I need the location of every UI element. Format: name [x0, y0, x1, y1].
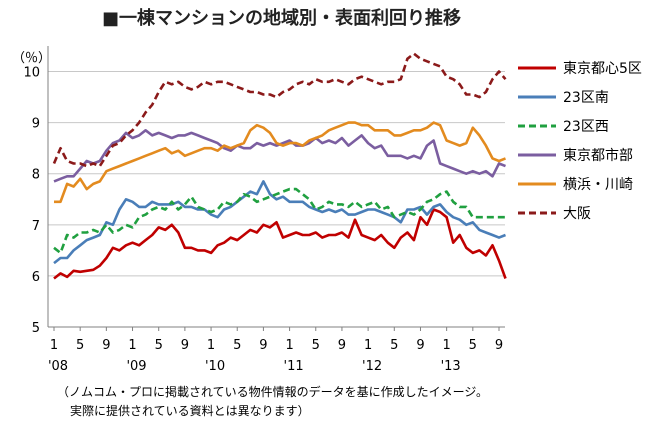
- legend-label-1: 23区南: [563, 90, 609, 106]
- x-tick-label: 5: [312, 338, 320, 353]
- series-line-0: [53, 208, 507, 280]
- x-tick-label: 9: [416, 338, 424, 353]
- legend-label-2: 23区西: [563, 119, 609, 135]
- y-tick-label: 8: [32, 168, 40, 183]
- footnote: （ノムコム・プロに掲載されている物件情報のデータを基に作成したイメージ。実際に提…: [57, 384, 488, 418]
- series-line-4: [54, 121, 506, 204]
- series-line-5: [52, 52, 507, 168]
- x-tick-label: 9: [495, 338, 503, 353]
- legend-label-5: 大阪: [563, 206, 591, 222]
- x-year-label: '08: [48, 359, 68, 374]
- x-tick-label: 9: [259, 338, 267, 353]
- x-tick-label: 5: [469, 338, 477, 353]
- x-tick-label: 9: [338, 338, 346, 353]
- x-tick-label: 1: [50, 338, 58, 353]
- x-tick-label: 9: [102, 338, 110, 353]
- x-tick-label: 1: [285, 338, 293, 353]
- footnote-line: （ノムコム・プロに掲載されている物件情報のデータを基に作成したイメージ。: [57, 384, 488, 399]
- legend-label-4: 横浜・川崎: [563, 177, 633, 193]
- y-tick-label: 7: [32, 219, 40, 234]
- x-tick-label: 1: [128, 338, 136, 353]
- x-tick-label: 1: [364, 338, 372, 353]
- y-tick-label: 9: [32, 117, 40, 132]
- x-year-label: '13: [441, 359, 461, 374]
- x-tick-label: 1: [443, 338, 451, 353]
- series-line-2: [53, 187, 506, 255]
- y-tick-label: 6: [32, 270, 40, 285]
- y-tick-label: 10: [23, 66, 40, 81]
- x-tick-label: 9: [181, 338, 189, 353]
- series-line-1: [53, 180, 506, 265]
- x-year-label: '12: [362, 359, 382, 374]
- x-tick-label: 5: [233, 338, 241, 353]
- x-tick-label: 5: [155, 338, 163, 353]
- x-year-label: '09: [126, 359, 146, 374]
- footnote-line: 実際に提供されている資料とは異なります）: [70, 403, 310, 418]
- y-axis-unit: （％）: [12, 51, 51, 66]
- y-tick-label: 5: [32, 321, 40, 336]
- x-tick-label: 5: [76, 338, 84, 353]
- x-tick-label: 5: [390, 338, 398, 353]
- legend-label-3: 東京都市部: [563, 147, 633, 164]
- chart-title: ■一棟マンションの地域別・表面利回り推移: [102, 7, 461, 29]
- series-lines: [52, 52, 507, 280]
- x-year-label: '10: [205, 359, 225, 374]
- legend-label-0: 東京都心5区: [563, 61, 642, 77]
- x-year-label: '11: [284, 359, 304, 374]
- x-tick-label: 1: [207, 338, 215, 353]
